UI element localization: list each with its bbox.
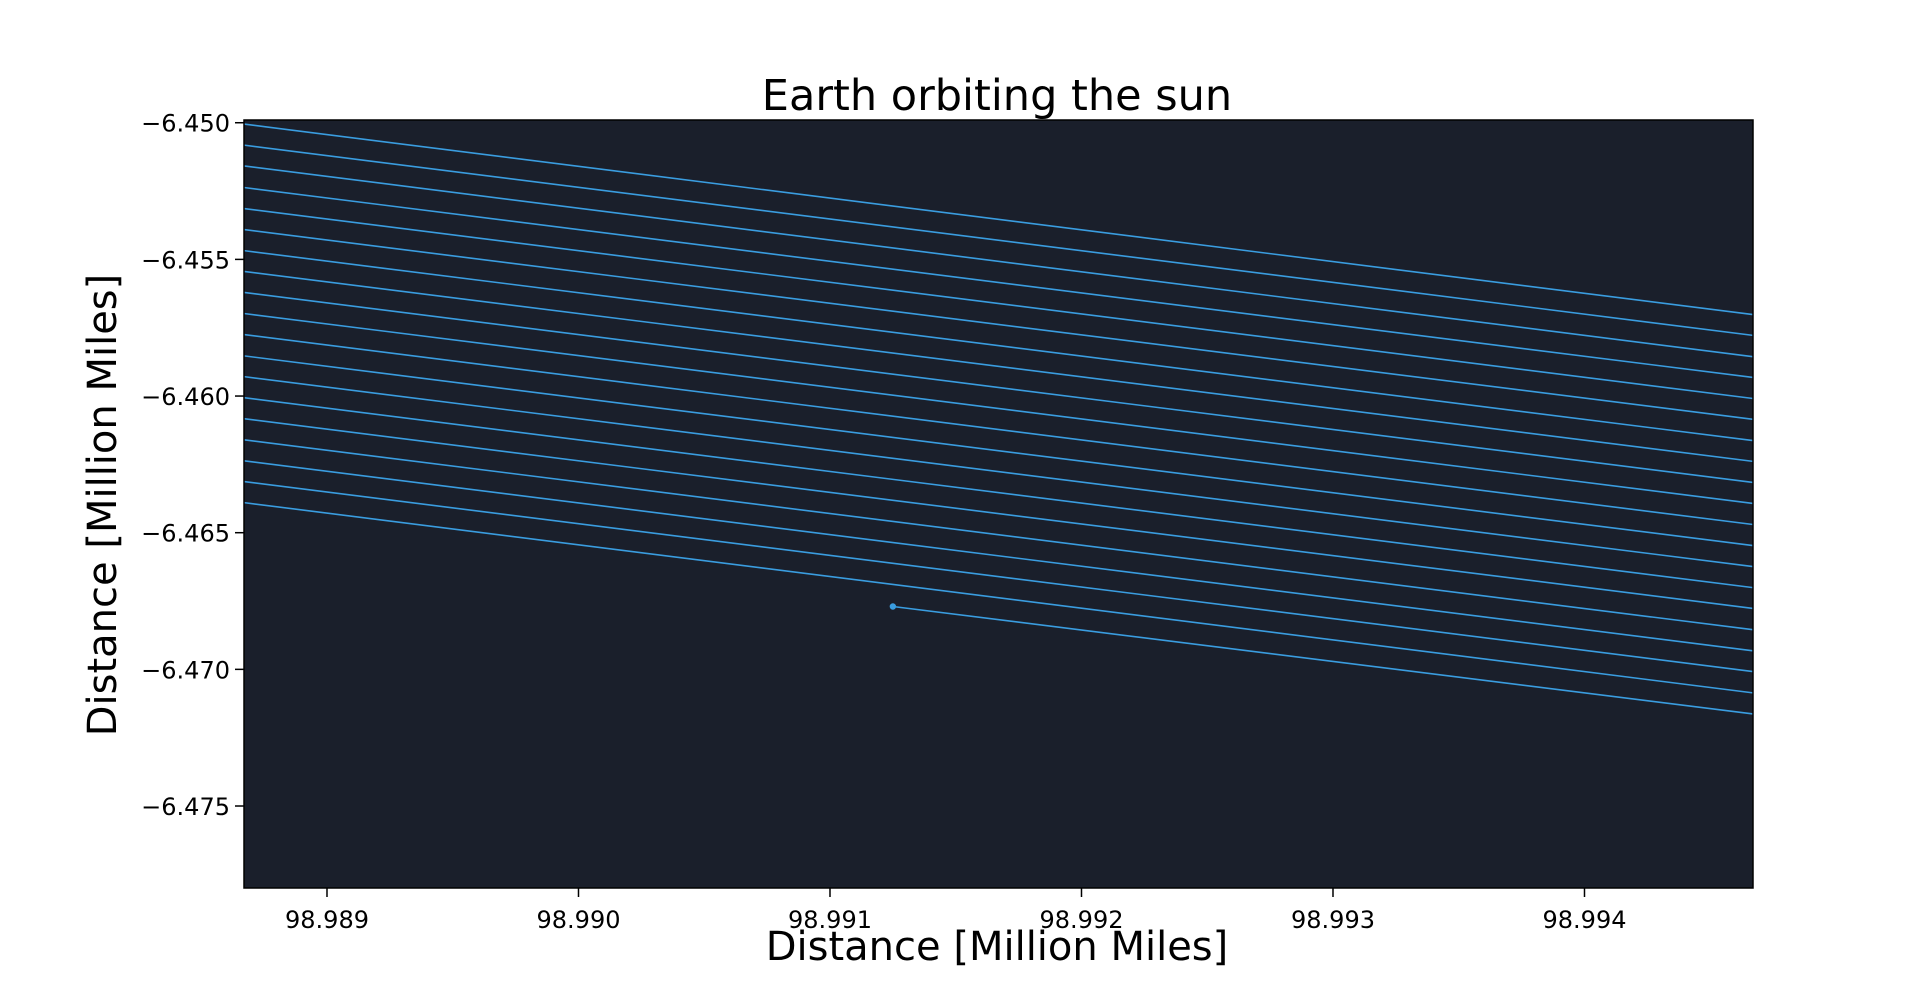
plot-frame (243, 119, 1754, 889)
orbit-line-18 (243, 501, 1754, 694)
y-tick-label-5: −6.475 (141, 793, 230, 821)
x-tick-label-4: 98.993 (1291, 906, 1375, 934)
orbit-line-4 (243, 207, 1754, 400)
x-tick-label-2: 98.991 (788, 906, 872, 934)
orbit-line-3 (243, 186, 1754, 379)
x-tick-label-1: 98.990 (537, 906, 621, 934)
orbit-line-15 (243, 438, 1754, 631)
x-tick-label-0: 98.989 (285, 906, 369, 934)
y-tick-label-3: −6.465 (141, 520, 230, 548)
chart-title: Earth orbiting the sun (762, 71, 1232, 121)
x-axis-label: Distance [Million Miles] (766, 924, 1229, 970)
orbit-line-17 (243, 480, 1754, 673)
orbit-line-19 (892, 605, 1754, 715)
plot-area (244, 120, 1753, 888)
orbit-lines (243, 123, 1754, 715)
orbit-line-1 (243, 144, 1754, 337)
orbit-line-16 (243, 460, 1754, 652)
orbit-line-13 (243, 396, 1754, 589)
y-tick-label-0: −6.450 (141, 110, 230, 138)
orbit-line-9 (243, 312, 1754, 505)
x-axis-ticks: 98.989 98.990 98.991 98.992 98.993 98.994 (285, 888, 1626, 934)
x-tick-label-5: 98.994 (1543, 906, 1627, 934)
orbit-line-8 (243, 291, 1754, 484)
orbit-line-11 (243, 355, 1754, 547)
orbit-line-0 (243, 123, 1754, 316)
y-tick-label-2: −6.460 (141, 383, 230, 411)
y-axis-label: Distance [Million Miles] (80, 274, 126, 737)
y-axis-ticks: −6.450 −6.455 −6.460 −6.465 −6.470 −6.475 (141, 110, 244, 821)
x-tick-label-3: 98.992 (1040, 906, 1124, 934)
earth-marker (889, 603, 897, 610)
marker-layer (889, 603, 897, 610)
orbit-line-6 (243, 249, 1754, 442)
orbit-line-7 (243, 270, 1754, 463)
orbit-line-10 (243, 333, 1754, 526)
orbit-line-5 (243, 228, 1754, 421)
orbit-line-14 (243, 417, 1754, 610)
orbit-line-12 (243, 375, 1754, 568)
y-tick-label-1: −6.455 (141, 246, 230, 274)
orbit-line-2 (243, 165, 1754, 358)
y-tick-label-4: −6.470 (141, 656, 230, 684)
